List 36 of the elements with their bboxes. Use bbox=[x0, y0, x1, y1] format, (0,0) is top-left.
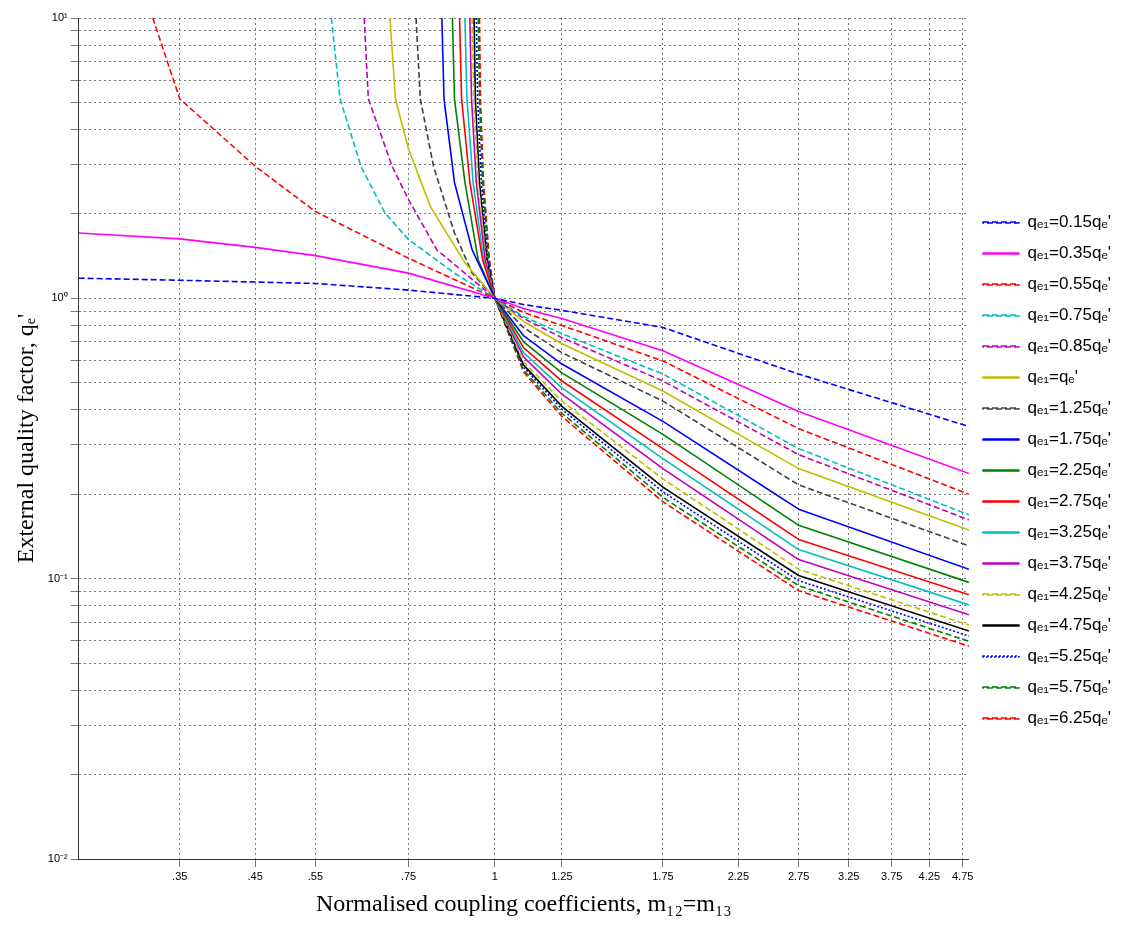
legend-label: qₑ₁=1.75qₑ' bbox=[1027, 429, 1112, 449]
y-tick-label: 10⁻² bbox=[47, 852, 69, 865]
x-tick-label: .75 bbox=[400, 869, 417, 882]
legend-label: qₑ₁=4.75qₑ' bbox=[1027, 615, 1112, 635]
legend-label: qₑ₁=2.75qₑ' bbox=[1027, 491, 1112, 511]
legend-label: qₑ₁=0.85qₑ' bbox=[1027, 336, 1112, 356]
legend-label: qₑ₁=2.25qₑ' bbox=[1027, 460, 1112, 480]
legend-label: qₑ₁=1.25qₑ' bbox=[1027, 398, 1112, 418]
legend-label: qₑ₁=4.25qₑ' bbox=[1027, 584, 1112, 604]
legend-label: qₑ₁=5.25qₑ' bbox=[1027, 646, 1112, 666]
legend-label: qₑ₁=3.25qₑ' bbox=[1027, 522, 1112, 542]
y-tick-label: 10⁻¹ bbox=[47, 571, 69, 584]
x-tick-label: 2.75 bbox=[787, 869, 810, 882]
x-tick-label: .55 bbox=[307, 869, 324, 882]
x-tick-label: 4.25 bbox=[918, 869, 941, 882]
legend-label: qₑ₁=qₑ' bbox=[1027, 367, 1078, 387]
x-axis-title: Normalised coupling coefficients, m₁₂=m₁₃ bbox=[315, 889, 732, 916]
x-tick-label: 1 bbox=[491, 869, 498, 882]
x-tick-label: 2.25 bbox=[727, 869, 750, 882]
x-tick-label: 1.75 bbox=[652, 869, 674, 882]
y-tick-label: 10¹ bbox=[51, 11, 69, 24]
x-tick-label: 3.75 bbox=[881, 869, 903, 882]
legend-label: qₑ₁=0.15qₑ' bbox=[1027, 212, 1112, 232]
x-tick-label: .45 bbox=[247, 869, 263, 882]
legend-label: qₑ₁=5.75qₑ' bbox=[1027, 677, 1112, 697]
legend-label: qₑ₁=0.55qₑ' bbox=[1027, 274, 1112, 294]
x-tick-label: 4.75 bbox=[951, 869, 974, 882]
legend-label: qₑ₁=0.75qₑ' bbox=[1027, 305, 1112, 325]
legend-label: qₑ₁=0.35qₑ' bbox=[1027, 243, 1112, 263]
x-tick-label: .35 bbox=[172, 869, 188, 882]
legend-label: qₑ₁=6.25qₑ' bbox=[1027, 708, 1112, 728]
y-tick-label: 10⁰ bbox=[51, 291, 68, 304]
y-axis-title: External quality factor, qₑ' bbox=[11, 313, 38, 564]
x-tick-label: 3.25 bbox=[838, 869, 860, 882]
legend-label: qₑ₁=3.75qₑ' bbox=[1027, 553, 1112, 573]
x-tick-label: 1.25 bbox=[551, 869, 573, 882]
